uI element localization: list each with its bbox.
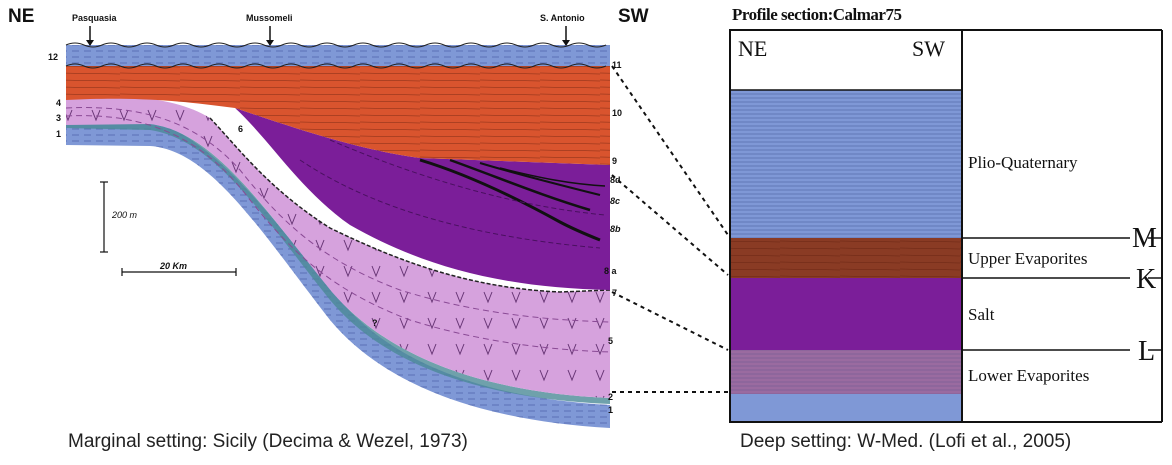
right-number-8d: 8d (610, 175, 621, 185)
sw-label-right: SW (912, 36, 945, 61)
unit-lower-evaporites: Lower Evaporites (968, 366, 1090, 385)
marker-6: 6 (238, 124, 244, 134)
right-number-5: 5 (608, 336, 614, 346)
right-number-8c: 8c (610, 196, 621, 206)
band-salt (731, 278, 961, 350)
right-number-1: 1 (608, 405, 614, 415)
scale-vertical-label: 200 m (112, 210, 138, 220)
location-mussomeli: Mussomeli (246, 13, 293, 23)
location-pasquasia: Pasquasia (72, 13, 117, 23)
scale-horizontal-label: 20 Km (160, 261, 188, 271)
right-number-8a: 8 a (604, 266, 617, 276)
unit-salt: Salt (968, 305, 995, 324)
right-number-8b: 8b (610, 224, 621, 234)
ne-label-right: NE (738, 36, 768, 61)
left-number-1: 1 (56, 129, 62, 139)
right-number-10: 10 (612, 108, 623, 118)
ne-label-left: NE (8, 6, 35, 27)
unit-plio-quaternary: Plio-Quaternary (968, 153, 1078, 172)
band-base (731, 394, 961, 422)
left-number-12: 12 (48, 52, 59, 62)
right-number-9: 9 (612, 156, 618, 166)
marker-l: L (1138, 336, 1156, 367)
marker-question: ? (372, 318, 378, 328)
marker-k: K (1136, 264, 1157, 295)
layer-purple-salt (235, 108, 610, 290)
sw-label-left: SW (618, 6, 649, 27)
caption-left: Marginal setting: Sicily (Decima & Wezel… (68, 431, 468, 452)
cross-section-sicily (65, 26, 729, 428)
profile-calmar75 (729, 29, 1163, 423)
profile-title: Profile section:Calmar75 (732, 5, 902, 24)
marker-m: M (1132, 223, 1157, 254)
right-number-11: 11 (612, 60, 622, 70)
right-number-2: 2 (608, 392, 614, 402)
left-number-4: 4 (56, 98, 62, 108)
caption-right: Deep setting: W-Med. (Lofi et al., 2005) (740, 431, 1072, 452)
right-number-7: 7 (612, 288, 618, 298)
left-number-3: 3 (56, 113, 62, 123)
location-s-antonio: S. Antonio (540, 13, 585, 23)
unit-upper-evaporites: Upper Evaporites (968, 249, 1088, 268)
